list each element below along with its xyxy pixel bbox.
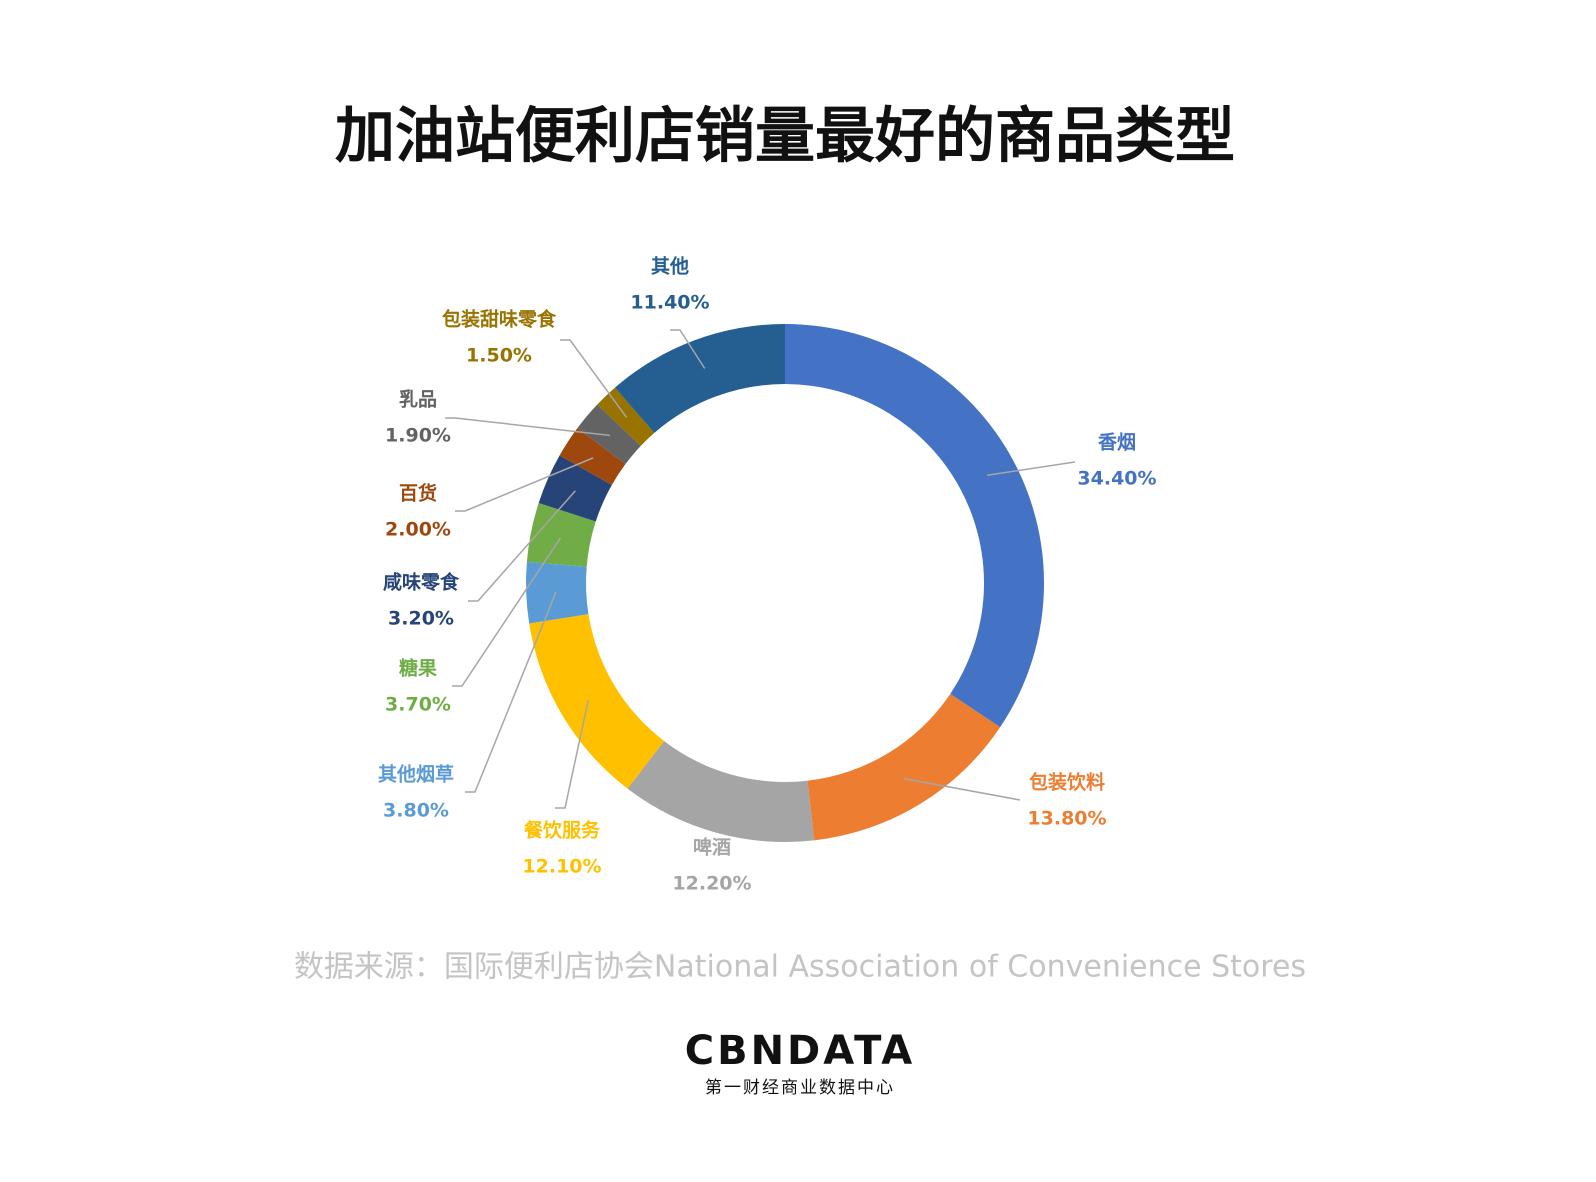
- category-label: 乳品: [399, 388, 437, 411]
- donut-segment: [785, 324, 1044, 728]
- value-label: 1.90%: [385, 425, 451, 447]
- leader-line: [468, 490, 576, 602]
- source: 数据来源：国际便利店协会National Association of Conv…: [294, 950, 1306, 985]
- category-label: 包装饮料: [1029, 771, 1105, 794]
- donut-segment: [807, 693, 1001, 841]
- category-label: 糖果: [399, 657, 437, 680]
- leader-line: [903, 777, 1021, 801]
- value-label: 12.20%: [672, 873, 751, 895]
- category-label: 餐饮服务: [524, 819, 601, 842]
- leader-line: [670, 329, 706, 369]
- tagline: 第一财经商业数据中心: [705, 1078, 895, 1098]
- value-label: 2.00%: [385, 519, 451, 541]
- donut-segment: [525, 561, 589, 624]
- category-label: 其他烟草: [378, 763, 454, 786]
- value-label: 12.10%: [522, 856, 601, 878]
- value-label: 3.70%: [385, 694, 451, 716]
- value-label: 13.80%: [1027, 808, 1106, 830]
- value-label: 11.40%: [630, 292, 709, 314]
- leader-line: [986, 461, 1076, 476]
- value-label: 3.20%: [388, 608, 454, 630]
- value-label: 1.50%: [466, 345, 532, 367]
- leader-line: [560, 339, 628, 418]
- category-label: 包装甜味零食: [442, 308, 557, 331]
- donut-segment: [627, 741, 815, 842]
- leader-line: [445, 417, 611, 437]
- logo: CBNDATA: [685, 1028, 916, 1074]
- donut-segment: [614, 324, 785, 433]
- leader-line: [465, 591, 557, 793]
- category-label: 香烟: [1097, 431, 1136, 454]
- value-label: 3.80%: [383, 800, 449, 822]
- leader-line: [455, 457, 594, 512]
- category-label: 其他: [651, 255, 689, 278]
- donut-segment: [529, 614, 665, 789]
- value-label: 34.40%: [1077, 468, 1156, 490]
- donut-segment: [577, 404, 641, 465]
- donut-segment: [538, 455, 612, 522]
- leader-line: [555, 700, 589, 809]
- category-label: 百货: [399, 482, 437, 505]
- leader-line: [452, 537, 562, 687]
- category-label: 啤酒: [693, 836, 731, 859]
- donut-segment: [526, 502, 596, 567]
- donut-segment: [559, 428, 626, 485]
- chart-title: 加油站便利店销量最好的商品类型: [335, 102, 1235, 172]
- category-label: 咸味零食: [383, 571, 460, 594]
